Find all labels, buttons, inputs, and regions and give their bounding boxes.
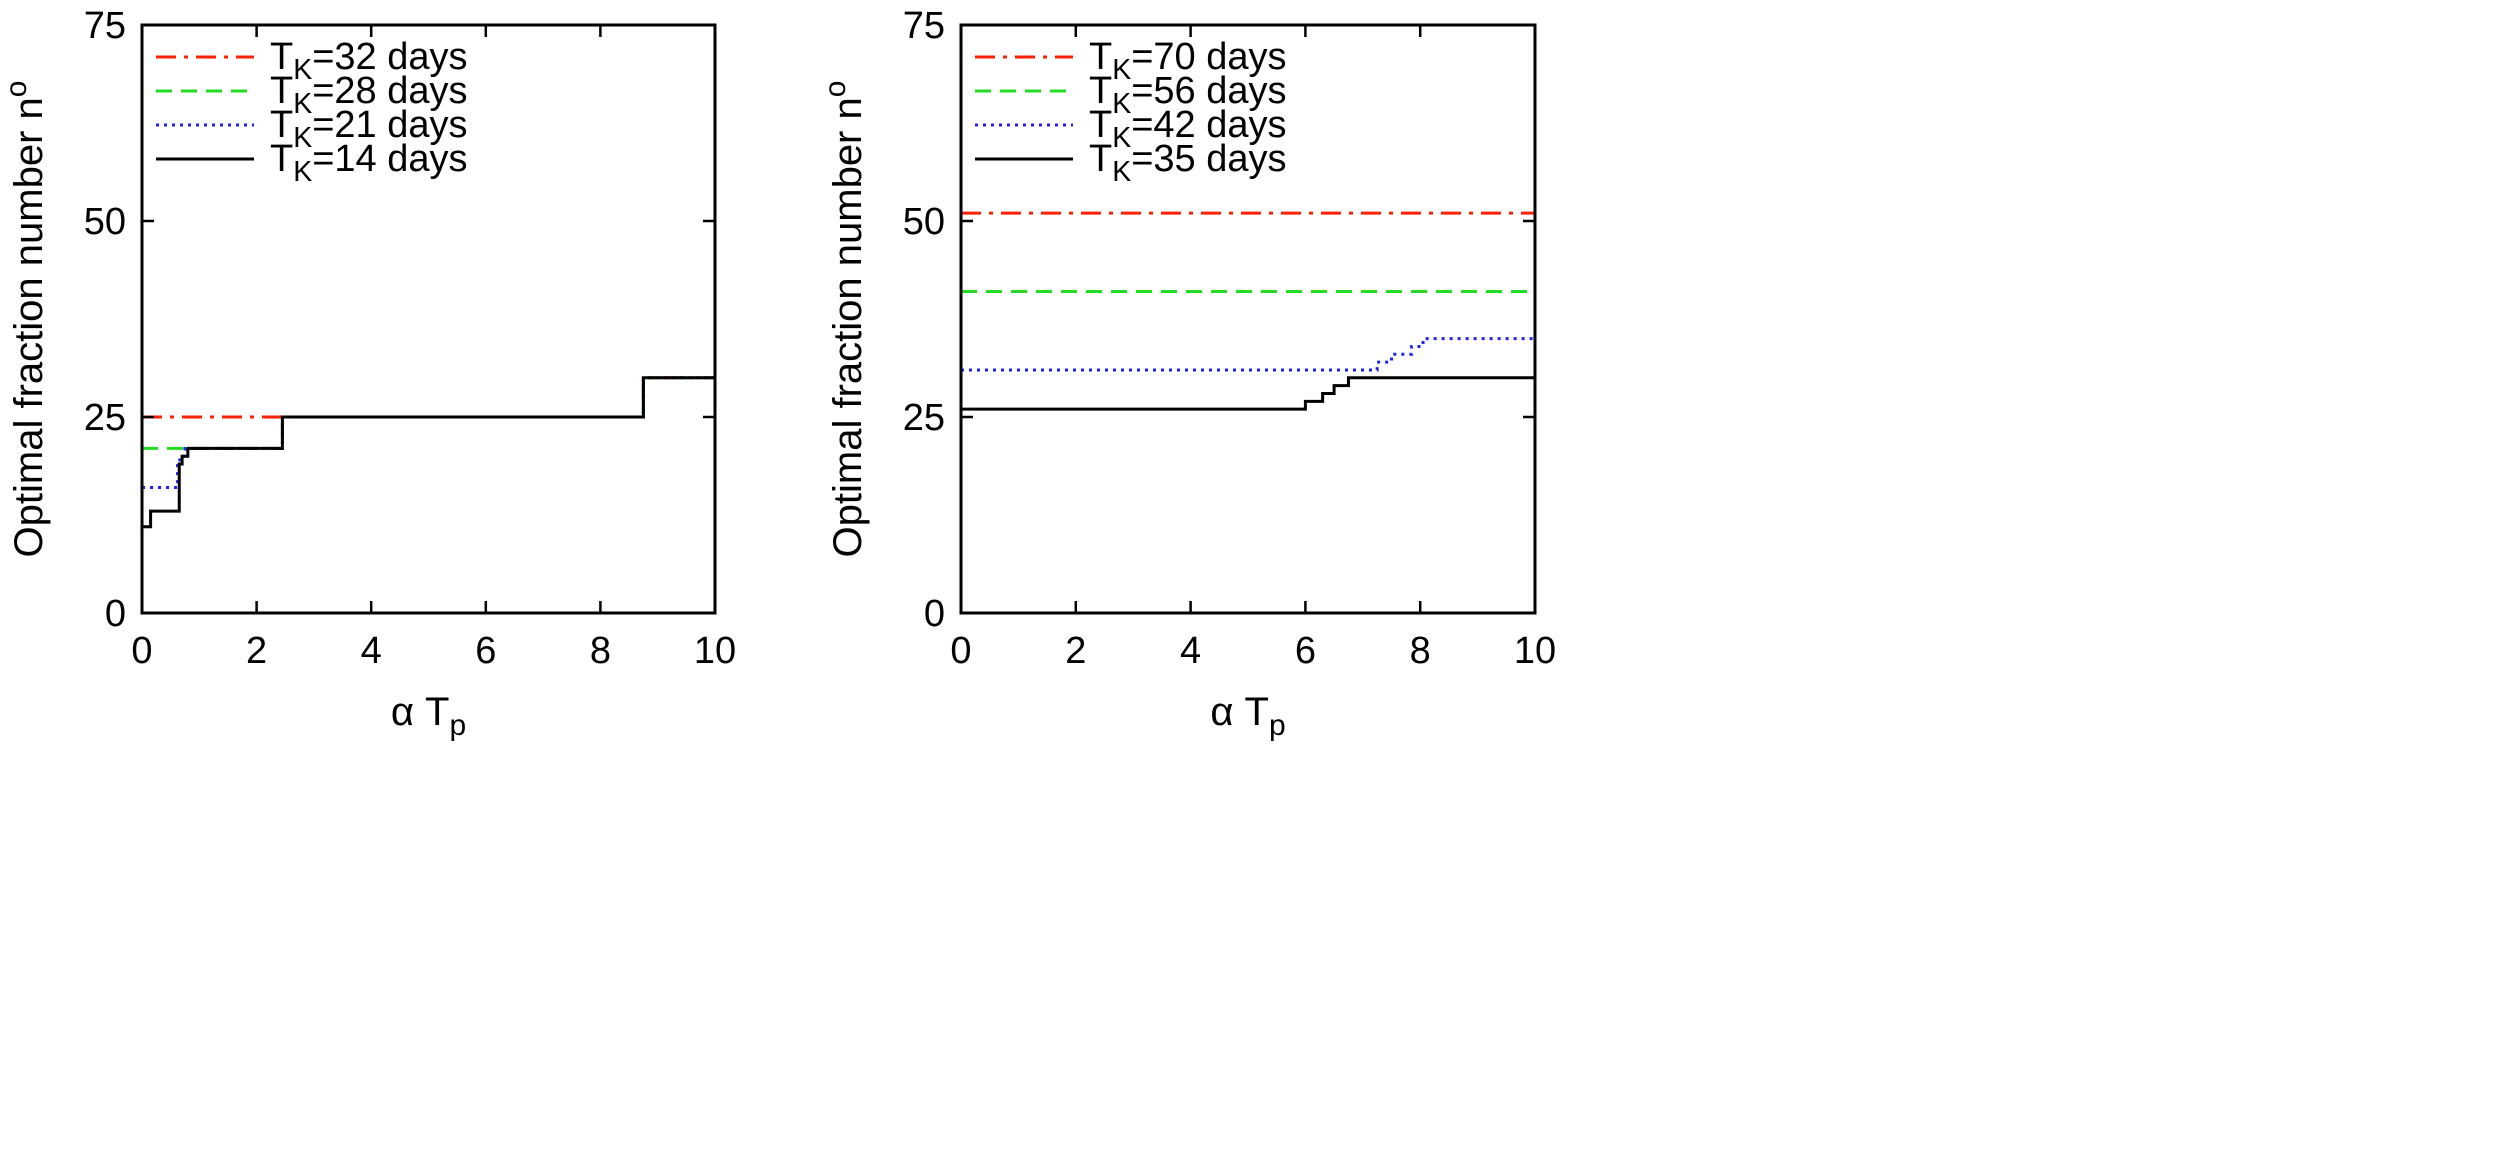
series-line-2 — [961, 337, 1535, 372]
y-tick-label: 75 — [903, 5, 945, 47]
y-axis-label: Optimal fraction number no — [819, 81, 870, 558]
x-tick-label: 10 — [1514, 630, 1556, 672]
legend-label-rest: =14 days — [312, 138, 467, 180]
series-line-2 — [142, 376, 715, 490]
plot-frame — [140, 23, 717, 615]
legend-label-2: TK=42 days — [1089, 104, 1287, 154]
x-tick-label: 10 — [694, 630, 736, 672]
legend-label-main: T — [1089, 36, 1112, 78]
legend-label-rest: =56 days — [1131, 70, 1286, 112]
x-axis-label-subscript: p — [449, 709, 466, 742]
legend-label-0: TK=70 days — [1089, 36, 1287, 86]
x-tick-label: 2 — [1065, 630, 1086, 672]
x-axis-label: α Tp — [1210, 690, 1285, 742]
legend-label-2: TK=21 days — [270, 104, 468, 154]
legend-label-subscript: K — [1112, 54, 1131, 86]
legend-label-rest: =42 days — [1131, 104, 1286, 146]
x-tick-label: 4 — [361, 630, 382, 672]
legend-label-main: T — [1089, 70, 1112, 112]
y-tick-label: 50 — [84, 201, 126, 243]
series-line-3 — [142, 376, 715, 529]
x-tick-label: 8 — [1410, 630, 1431, 672]
legend-label-subscript: K — [293, 54, 312, 86]
legend-label-main: T — [1089, 104, 1112, 146]
y-tick-label: 25 — [84, 397, 126, 439]
legend-label-subscript: K — [1112, 122, 1131, 154]
x-tick-label: 6 — [1295, 630, 1316, 672]
x-tick-label: 0 — [950, 630, 971, 672]
y-axis-label-main: Optimal fraction number n — [7, 97, 51, 557]
x-tick-label: 6 — [475, 630, 496, 672]
right-chart-panel: 0 2 4 6 8 10 0 25 50 75 α Tp Optimal fraction numbe… — [819, 5, 1556, 742]
legend-label-main: T — [1089, 138, 1112, 180]
x-tick-label: 2 — [246, 630, 267, 672]
x-tick-label: 0 — [131, 630, 152, 672]
series-group — [142, 376, 715, 529]
y-axis-label: Optimal fraction number no — [0, 81, 51, 558]
left-chart-panel: 0 2 4 6 8 10 0 25 50 75 α Tp Optimal fraction numbe… — [0, 5, 736, 742]
y-tick-label: 50 — [903, 201, 945, 243]
legend-label-1: TK=28 days — [270, 70, 468, 120]
y-tick-label: 75 — [84, 5, 126, 47]
legend-label-rest: =32 days — [312, 36, 467, 78]
y-axis-label-main: Optimal fraction number n — [826, 97, 870, 557]
legend-label-main: T — [270, 36, 293, 78]
legend-label-main: T — [270, 138, 293, 180]
series-line-0 — [142, 376, 715, 419]
x-tick-label: 4 — [1180, 630, 1201, 672]
legend-label-0: TK=32 days — [270, 36, 468, 86]
legend-label-subscript: K — [293, 122, 312, 154]
legend-label-subscript: K — [293, 88, 312, 120]
legend-label-subscript: K — [1112, 156, 1131, 188]
legend-label-3: TK=14 days — [270, 138, 468, 188]
legend-label-rest: =35 days — [1131, 138, 1286, 180]
x-axis-label-main: α T — [391, 690, 450, 734]
legend-label-rest: =28 days — [312, 70, 467, 112]
x-axis-label: α Tp — [391, 690, 466, 742]
legend-label-1: TK=56 days — [1089, 70, 1287, 120]
legend-label-3: TK=35 days — [1089, 138, 1287, 188]
series-line-1 — [142, 376, 715, 450]
y-tick-label: 25 — [903, 397, 945, 439]
y-tick-label: 0 — [105, 593, 126, 635]
y-axis-label-superscript: o — [0, 81, 33, 98]
legend-label-main: T — [270, 70, 293, 112]
legend-label-subscript: K — [293, 156, 312, 188]
series-line-3 — [961, 376, 1535, 411]
legend-label-rest: =70 days — [1131, 36, 1286, 78]
y-tick-label: 0 — [924, 593, 945, 635]
legend-label-rest: =21 days — [312, 104, 467, 146]
legend-label-subscript: K — [1112, 88, 1131, 120]
x-axis-label-subscript: p — [1269, 709, 1286, 742]
x-tick-label: 8 — [590, 630, 611, 672]
plot-frame — [959, 23, 1537, 615]
x-axis-label-main: α T — [1210, 690, 1269, 734]
y-axis-label-superscript: o — [819, 81, 852, 98]
series-group — [961, 211, 1535, 411]
legend-label-main: T — [270, 104, 293, 146]
